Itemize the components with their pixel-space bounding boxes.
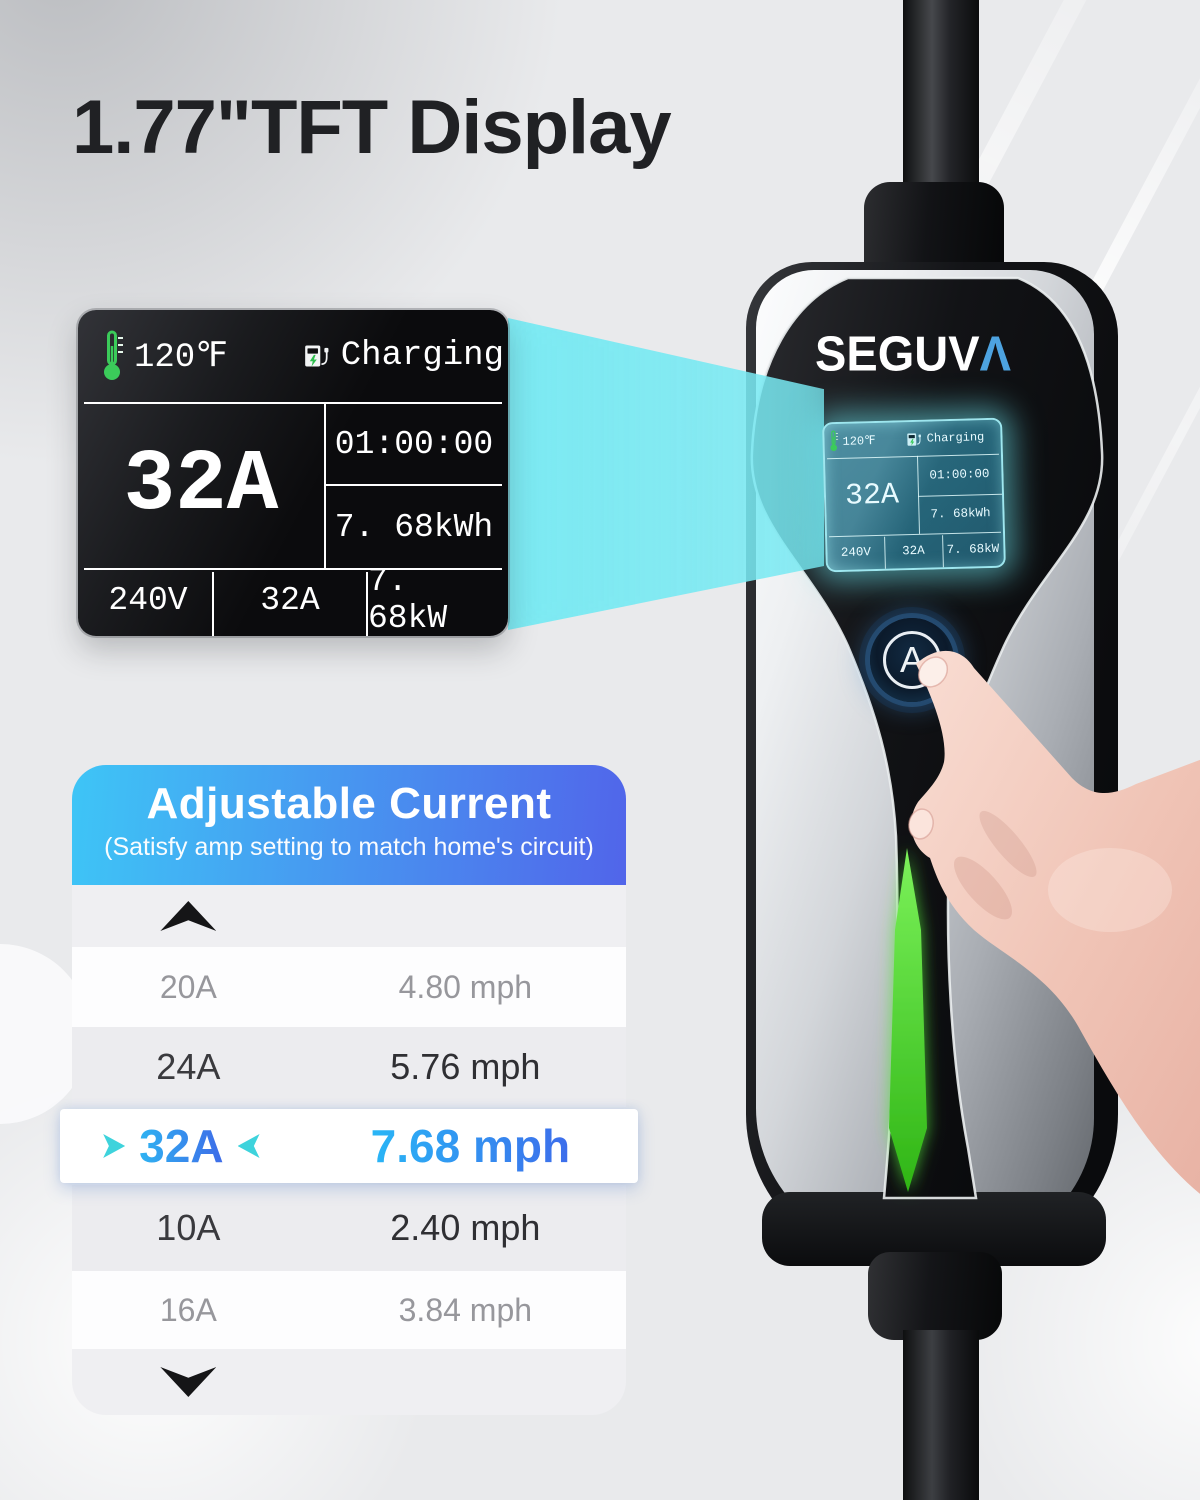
screen-current: 32A: [844, 478, 900, 514]
current-row-20a: 20A 4.80 mph: [72, 947, 626, 1027]
speed-value: 5.76 mph: [390, 1046, 541, 1087]
speed-value: 2.40 mph: [390, 1207, 541, 1248]
current-adjust-button: A: [870, 618, 954, 702]
current-row-32a-selected: 32A 7.68 mph: [60, 1109, 638, 1183]
amps-value: 16A: [159, 1291, 217, 1328]
cable-strain-relief-bottom: [868, 1252, 1002, 1340]
screen-charging-status: Charging: [926, 430, 985, 446]
current-row-24a: 24A 5.76 mph: [72, 1027, 626, 1107]
charger-cable-bottom: [903, 1330, 979, 1500]
arrow-down-icon: [160, 1367, 217, 1397]
arrow-up-icon: [160, 901, 217, 931]
screen-power: 7. 68kW: [946, 541, 1000, 558]
amps-value: 24A: [156, 1046, 221, 1087]
amps-value: 10A: [156, 1207, 221, 1248]
charging-icon: [907, 432, 922, 446]
amps-value: 20A: [159, 968, 217, 1005]
device-tft-screen: 120℉ Charging 32A 01:00:00 7. 68kWh 240V…: [822, 417, 1006, 573]
screen-energy: 7. 68kWh: [930, 506, 991, 522]
brand-logo: SEGUVΛ: [808, 325, 1018, 382]
current-increase-row: [72, 885, 626, 947]
panel-title: Adjustable Current: [146, 779, 552, 828]
adjustable-current-panel: Adjustable Current (Satisfy amp setting …: [60, 765, 638, 1415]
brand-logo-text: SEGUV: [815, 325, 980, 382]
selected-arrow-left-icon: [237, 1134, 260, 1158]
screen-temperature: 120℉: [842, 433, 876, 449]
tft-display-enlarged: 120℉ Charging 32A 01:00:00 7. 68kWh 240V…: [78, 310, 508, 637]
tft-amps: 32A: [260, 581, 320, 619]
tft-time: 01:00:00: [334, 425, 494, 463]
current-row-16a: 16A 3.84 mph: [72, 1271, 626, 1349]
tft-current: 32A: [123, 436, 279, 534]
tft-power: 7. 68kW: [368, 563, 448, 637]
panel-subtitle: (Satisfy amp setting to match home's cir…: [104, 833, 594, 861]
amps-value-selected: 32A: [139, 1120, 224, 1172]
speed-value: 4.80 mph: [398, 968, 533, 1005]
selected-arrow-right-icon: [103, 1134, 126, 1158]
speed-value-selected: 7.68 mph: [370, 1120, 571, 1172]
tft-charging-status: Charging: [340, 337, 504, 375]
charging-icon: [305, 345, 329, 367]
screen-voltage: 240V: [840, 545, 872, 560]
current-row-10a: 10A 2.40 mph: [72, 1185, 626, 1271]
tft-energy: 7. 68kWh: [334, 508, 494, 546]
thermometer-icon: [830, 430, 839, 452]
thermometer-icon: [104, 330, 123, 380]
screen-amps: 32A: [902, 543, 925, 559]
page-title: 1.77"TFT Display: [72, 85, 672, 170]
current-decrease-row: [72, 1349, 626, 1415]
button-label: A: [899, 639, 924, 680]
brand-logo-accent: Λ: [979, 325, 1011, 382]
tft-voltage: 240V: [108, 581, 188, 619]
panel-header: Adjustable Current (Satisfy amp setting …: [72, 765, 626, 885]
tft-temperature: 120℉: [134, 339, 228, 377]
screen-time: 01:00:00: [929, 467, 990, 483]
speed-value: 3.84 mph: [398, 1291, 533, 1328]
charger-cable-top: [903, 0, 979, 194]
